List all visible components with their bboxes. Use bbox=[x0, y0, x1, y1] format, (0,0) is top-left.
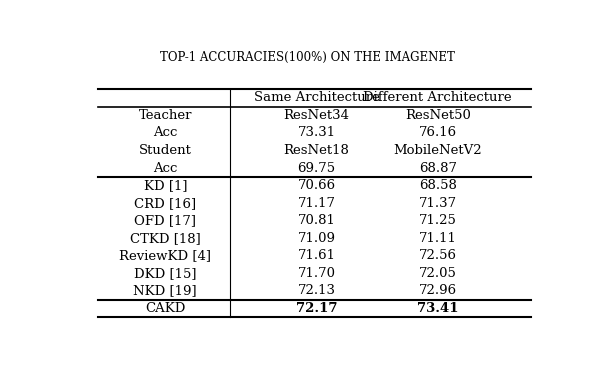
Text: Different Architecture: Different Architecture bbox=[364, 91, 512, 104]
Text: Same Architecture: Same Architecture bbox=[254, 91, 380, 104]
Text: Teacher: Teacher bbox=[139, 109, 192, 122]
Text: NKD [19]: NKD [19] bbox=[133, 284, 197, 298]
Text: 68.58: 68.58 bbox=[419, 179, 457, 192]
Text: ResNet50: ResNet50 bbox=[405, 109, 470, 122]
Text: ResNet34: ResNet34 bbox=[284, 109, 350, 122]
Text: 68.87: 68.87 bbox=[419, 161, 457, 175]
Text: KD [1]: KD [1] bbox=[143, 179, 187, 192]
Text: 71.11: 71.11 bbox=[419, 232, 457, 245]
Text: CAKD: CAKD bbox=[145, 302, 185, 315]
Text: OFD [17]: OFD [17] bbox=[134, 214, 196, 227]
Text: CRD [16]: CRD [16] bbox=[134, 197, 196, 210]
Text: 72.17: 72.17 bbox=[296, 302, 337, 315]
Text: MobileNetV2: MobileNetV2 bbox=[394, 144, 482, 157]
Text: 73.41: 73.41 bbox=[417, 302, 458, 315]
Text: DKD [15]: DKD [15] bbox=[134, 267, 197, 280]
Text: 71.17: 71.17 bbox=[298, 197, 335, 210]
Text: 71.25: 71.25 bbox=[419, 214, 457, 227]
Text: Acc: Acc bbox=[153, 161, 178, 175]
Text: TOP-1 ACCURACIES(100%) ON THE IMAGENET: TOP-1 ACCURACIES(100%) ON THE IMAGENET bbox=[160, 51, 455, 64]
Text: Student: Student bbox=[139, 144, 192, 157]
Text: 72.13: 72.13 bbox=[298, 284, 335, 298]
Text: ReviewKD [4]: ReviewKD [4] bbox=[119, 249, 211, 262]
Text: 71.61: 71.61 bbox=[298, 249, 335, 262]
Text: 72.96: 72.96 bbox=[419, 284, 457, 298]
Text: 71.09: 71.09 bbox=[298, 232, 335, 245]
Text: 70.66: 70.66 bbox=[298, 179, 335, 192]
Text: 72.05: 72.05 bbox=[419, 267, 457, 280]
Text: 73.31: 73.31 bbox=[298, 126, 335, 139]
Text: 69.75: 69.75 bbox=[298, 161, 335, 175]
Text: 72.56: 72.56 bbox=[419, 249, 457, 262]
Text: 71.37: 71.37 bbox=[419, 197, 457, 210]
Text: 76.16: 76.16 bbox=[419, 126, 457, 139]
Text: ResNet18: ResNet18 bbox=[284, 144, 350, 157]
Text: 70.81: 70.81 bbox=[298, 214, 335, 227]
Text: Acc: Acc bbox=[153, 126, 178, 139]
Text: CTKD [18]: CTKD [18] bbox=[130, 232, 200, 245]
Text: 71.70: 71.70 bbox=[298, 267, 335, 280]
